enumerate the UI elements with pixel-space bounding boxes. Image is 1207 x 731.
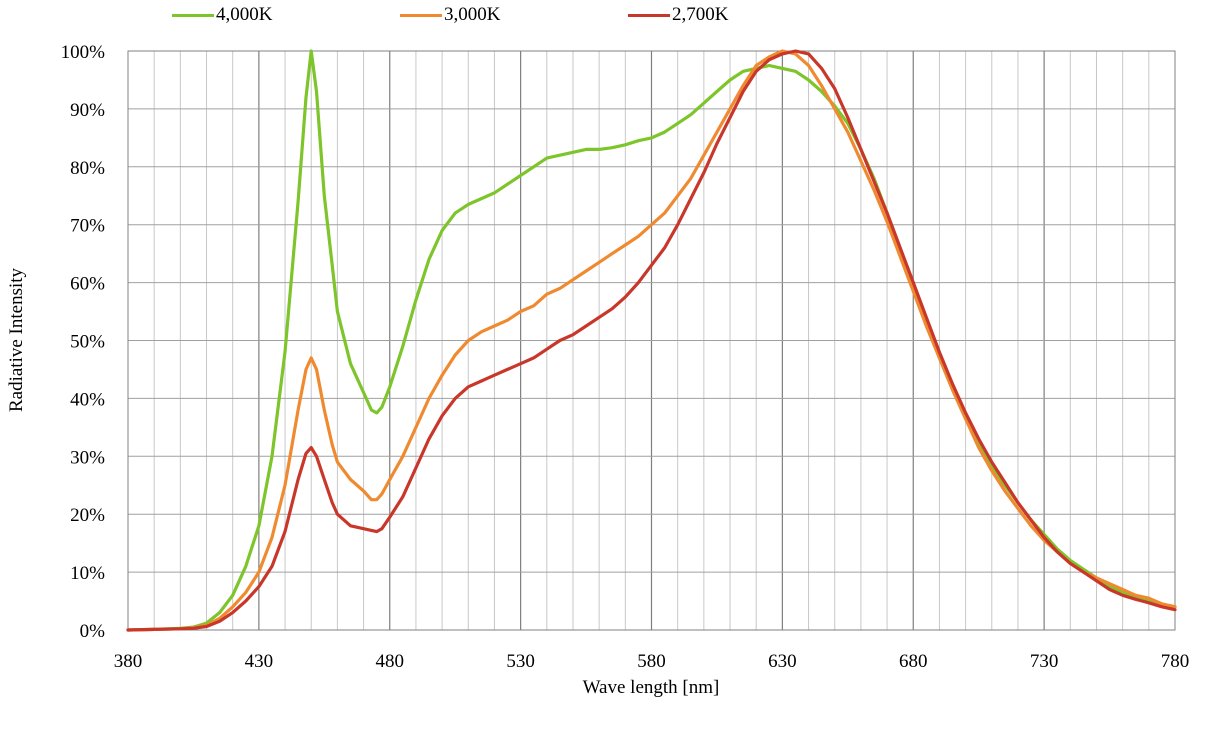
y-tick-label: 10% — [70, 563, 105, 584]
y-tick-label: 50% — [70, 332, 105, 353]
y-tick-label: 40% — [70, 389, 105, 410]
x-tick-label: 630 — [768, 651, 797, 672]
y-tick-labels: 0% 10% 20% 30% 40% 50% 60% 70% 80% 90% 100% — [61, 42, 106, 642]
y-tick-label: 70% — [70, 216, 105, 237]
x-axis-title: Wave length [nm] — [583, 677, 720, 698]
x-tick-label: 780 — [1161, 651, 1190, 672]
chart-legend: 4,000K 3,000K 2,700K — [172, 4, 872, 26]
grid-lines — [128, 50, 1175, 631]
y-tick-label: 80% — [70, 158, 105, 179]
x-tick-label: 380 — [114, 651, 143, 672]
series-lines — [126, 49, 1177, 632]
x-tick-label: 480 — [376, 651, 405, 672]
x-tick-labels: 380 430 480 530 580 630 680 730 780 — [114, 651, 1190, 672]
x-tick-label: 680 — [899, 651, 928, 672]
x-tick-label: 580 — [637, 651, 666, 672]
y-tick-label: 100% — [61, 42, 106, 63]
legend-label-4000k: 4,000K — [216, 4, 273, 25]
y-tick-label: 90% — [70, 100, 105, 121]
y-tick-label: 60% — [70, 274, 105, 295]
series-line-1 — [126, 49, 1177, 632]
series-line-0 — [126, 49, 1177, 632]
legend-label-2700k: 2,700K — [672, 4, 729, 25]
x-tick-label: 430 — [245, 651, 274, 672]
x-tick-label: 730 — [1030, 651, 1059, 672]
x-tick-label: 530 — [506, 651, 535, 672]
plot-area-border — [127, 50, 1176, 631]
y-tick-label: 0% — [80, 621, 106, 642]
y-tick-label: 30% — [70, 447, 105, 468]
legend-item-2700k: 2,700K — [628, 4, 728, 26]
legend-swatch-4000k — [172, 13, 214, 17]
legend-swatch-3000k — [400, 13, 442, 17]
legend-item-3000k: 3,000K — [400, 4, 500, 26]
legend-label-3000k: 3,000K — [444, 4, 501, 25]
y-axis-title: Radiative Intensity — [6, 267, 27, 412]
legend-swatch-2700k — [628, 13, 670, 17]
legend-item-4000k: 4,000K — [172, 4, 272, 26]
y-tick-label: 20% — [70, 505, 105, 526]
series-line-2 — [126, 49, 1177, 632]
